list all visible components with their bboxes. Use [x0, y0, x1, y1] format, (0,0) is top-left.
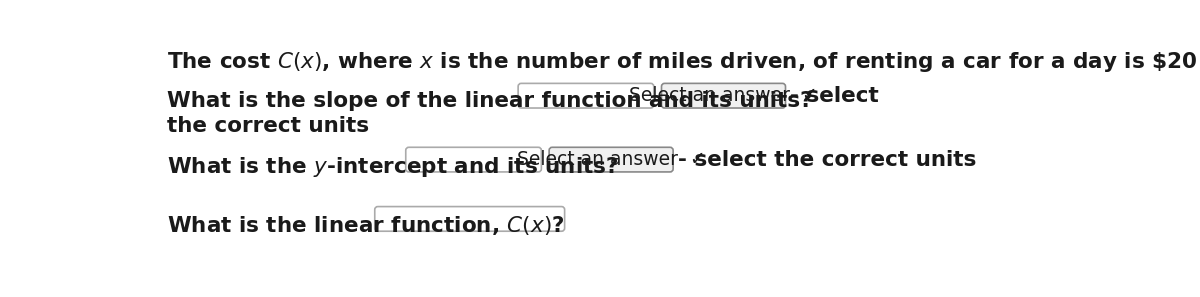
Text: What is the slope of the linear function and its units?: What is the slope of the linear function… [167, 91, 812, 111]
Text: the correct units: the correct units [167, 116, 370, 136]
Text: - select: - select [790, 86, 878, 106]
Text: The cost $C(x)$, where $x$ is the number of miles driven, of renting a car for a: The cost $C(x)$, where $x$ is the number… [167, 50, 1200, 73]
Text: Select an answer  ✓: Select an answer ✓ [517, 150, 706, 169]
FancyBboxPatch shape [406, 147, 541, 172]
Text: - select the correct units: - select the correct units [678, 150, 976, 170]
FancyBboxPatch shape [661, 83, 786, 108]
FancyBboxPatch shape [518, 83, 654, 108]
Text: Select an answer  ✓: Select an answer ✓ [629, 86, 818, 105]
FancyBboxPatch shape [374, 207, 565, 231]
Text: What is the $y$-intercept and its units?: What is the $y$-intercept and its units? [167, 155, 618, 179]
FancyBboxPatch shape [550, 147, 673, 172]
Text: What is the linear function, $C(x)$?: What is the linear function, $C(x)$? [167, 214, 564, 237]
